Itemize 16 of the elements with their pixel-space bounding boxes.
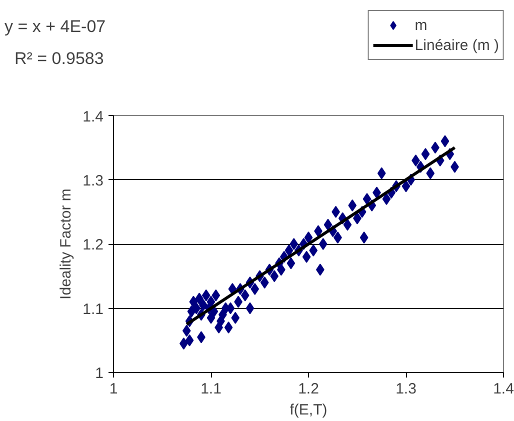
x-tick-label: 1.1 [200, 380, 222, 398]
x-tick-label: 1.4 [493, 380, 514, 398]
x-tick-label: 1.3 [396, 380, 416, 398]
y-tick-label: 1.1 [82, 300, 104, 318]
y-tick-label: 1.3 [82, 172, 104, 190]
y-tick-label: 1.4 [82, 108, 104, 126]
y-axis-title: Ideality Factor m [58, 188, 75, 300]
legend-label: Linéaire (m ) [414, 36, 499, 54]
y-tick-label: 1.2 [82, 236, 104, 254]
y-tick-label: 1 [95, 365, 104, 382]
legend-label: m [414, 16, 428, 34]
text: R² = 0.9583 [14, 49, 104, 68]
text: y = x + 4E-07 [4, 17, 106, 36]
x-tick-label: 1 [109, 380, 118, 398]
x-tick-label: 1.2 [298, 380, 319, 398]
x-axis-title: f(E,T) [290, 402, 328, 418]
